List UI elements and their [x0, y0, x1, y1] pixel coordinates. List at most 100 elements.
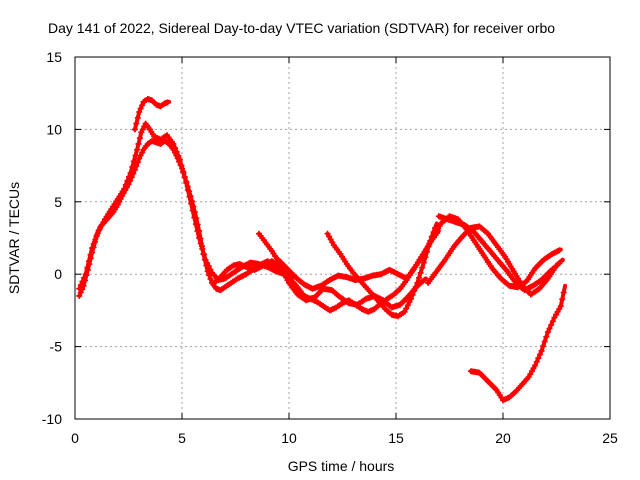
data-point: [137, 105, 144, 112]
data-point: [196, 235, 203, 241]
data-point: [136, 109, 143, 115]
data-point: [205, 263, 212, 270]
data-point: [403, 305, 410, 312]
data-point: [124, 177, 131, 184]
data-point: [199, 245, 206, 252]
data-point: [82, 271, 89, 278]
grid-lines: [75, 57, 610, 419]
data-point: [77, 282, 84, 289]
data-point: [76, 285, 83, 292]
data-point: [135, 140, 142, 147]
data-point: [412, 283, 419, 290]
y-tick-label: 10: [46, 121, 62, 137]
y-axis-ticks: -10 -5 0 5 10 15: [42, 49, 610, 427]
data-point: [401, 308, 408, 315]
y-tick-label: 15: [46, 49, 62, 65]
data-point: [197, 240, 204, 247]
data-point: [85, 258, 92, 265]
data-point: [544, 329, 551, 336]
data-point: [414, 279, 421, 286]
series-sat-c: [131, 96, 172, 133]
series-sat-i: [435, 213, 561, 294]
series-sat-b: [76, 120, 296, 292]
x-axis-ticks: 0 5 10 15 20 25: [71, 57, 618, 446]
data-point: [122, 181, 129, 188]
data-point: [178, 162, 185, 169]
data-point: [543, 333, 550, 340]
data-point: [93, 232, 100, 239]
data-point: [87, 251, 94, 258]
data-point: [133, 120, 140, 127]
data-point: [170, 140, 177, 147]
data-point: [134, 146, 141, 153]
data-point: [184, 186, 191, 193]
data-point: [175, 152, 182, 159]
data-point: [533, 358, 540, 365]
y-tick-label: 5: [54, 194, 62, 210]
data-point: [189, 207, 196, 214]
data-point: [532, 362, 539, 369]
data-point: [420, 259, 427, 266]
y-tick-label: -5: [50, 339, 63, 355]
series-line: [468, 283, 568, 403]
data-point: [181, 174, 188, 181]
data-point: [172, 144, 178, 151]
series-sat-g: [275, 213, 563, 292]
x-tick-label: 0: [71, 430, 79, 446]
x-tick-label: 15: [388, 430, 404, 446]
data-point: [411, 287, 418, 294]
series-sat-j: [467, 283, 568, 404]
data-point: [92, 236, 99, 243]
data-point: [557, 303, 564, 310]
data-point: [560, 289, 567, 296]
data-point: [127, 169, 134, 176]
data-point: [130, 158, 137, 165]
data-point: [131, 126, 138, 133]
data-point: [409, 291, 416, 298]
data-point: [79, 278, 86, 285]
data-point: [408, 295, 414, 302]
data-point: [134, 159, 141, 166]
y-tick-label: -10: [42, 411, 62, 427]
data-point: [404, 302, 411, 309]
data-point: [419, 264, 426, 271]
data-point: [536, 351, 543, 358]
data-point: [202, 256, 209, 263]
data-point: [204, 260, 211, 266]
data-point: [188, 200, 195, 207]
data-point: [200, 251, 207, 258]
data-point: [421, 276, 428, 283]
data-point: [207, 276, 214, 282]
series-sat-f: [324, 221, 439, 320]
data-point: [191, 214, 198, 221]
data-point: [89, 245, 96, 252]
series-sat-a: [76, 138, 291, 299]
data-point: [207, 266, 214, 273]
data-point: [84, 264, 91, 271]
x-tick-label: 25: [602, 430, 618, 446]
data-point: [139, 102, 146, 109]
x-axis-label: GPS time / hours: [288, 458, 395, 474]
y-axis-label: SDTVAR / TECUs: [6, 182, 22, 294]
data-point: [417, 269, 424, 276]
x-tick-label: 5: [178, 430, 186, 446]
data-point: [90, 240, 97, 247]
data-point: [535, 355, 542, 362]
chart-title: Day 141 of 2022, Sidereal Day-to-day VTE…: [48, 20, 555, 36]
data-point: [556, 247, 563, 254]
data-point: [548, 321, 555, 328]
data-point: [541, 338, 548, 345]
data-point: [416, 274, 422, 281]
data-point: [194, 228, 201, 235]
data-point: [121, 185, 128, 192]
data-point: [76, 292, 83, 299]
data-point: [558, 258, 565, 265]
data-point: [546, 325, 553, 332]
x-tick-label: 10: [281, 430, 297, 446]
data-point: [173, 148, 180, 155]
data-point: [134, 114, 141, 121]
data-point: [559, 296, 566, 303]
data-series: [76, 96, 568, 404]
data-point: [549, 318, 556, 325]
